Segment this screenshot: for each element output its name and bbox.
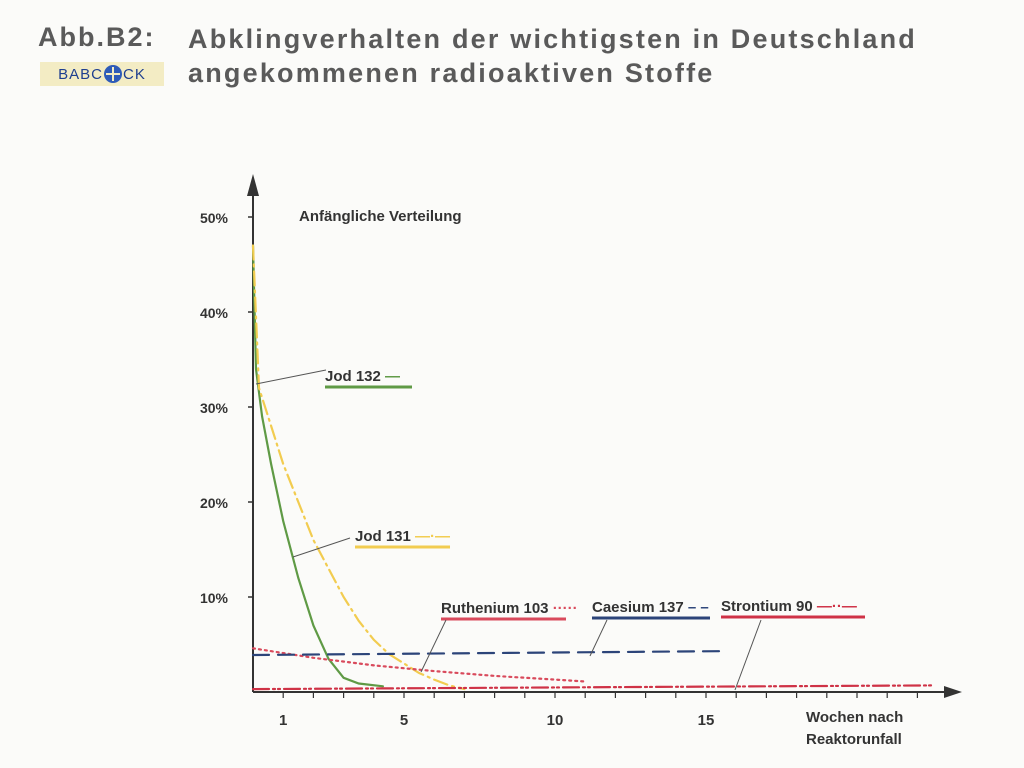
x-axis-label: Wochen nach: [806, 709, 903, 726]
x-axis-label: Reaktorunfall: [806, 731, 902, 748]
legend-name-ruthenium103: Ruthenium 103: [441, 600, 553, 617]
y-tick-label: 10%: [200, 590, 229, 606]
series-line-strontium90: [251, 684, 934, 691]
legend-name-jod131: Jod 131: [355, 528, 415, 545]
x-axis-arrow: [944, 686, 962, 698]
leader-line-strontium90: [734, 619, 762, 691]
series-line-jod132: [251, 244, 384, 688]
legend-label-ruthenium103: Ruthenium 103 ·····: [441, 600, 578, 617]
figure-label: Abb.B2:: [38, 22, 156, 52]
legend-label-jod132: Jod 132 —: [325, 368, 400, 385]
page-title: Abklingverhalten der wichtigsten in Deut…: [188, 24, 918, 88]
series-line-caesium137: [251, 649, 729, 657]
y-axis-arrow: [247, 174, 259, 196]
legend-symbol-ruthenium103: ·····: [553, 600, 578, 617]
annotation-initial-distribution: Anfängliche Verteilung: [299, 208, 462, 225]
legend-label-jod131: Jod 131 —·—: [355, 528, 450, 545]
leader-line-ruthenium103: [420, 619, 447, 673]
x-tick-label: 1: [279, 712, 287, 729]
y-tick-label: 20%: [200, 495, 229, 511]
legend-name-caesium137: Caesium 137: [592, 599, 688, 616]
leader-line-jod131: [292, 537, 351, 558]
y-tick-label: 40%: [200, 305, 229, 321]
y-tick-label: 50%: [200, 210, 229, 226]
legend-name-strontium90: Strontium 90: [721, 598, 817, 615]
legend-label-caesium137: Caesium 137 – –: [592, 599, 709, 616]
legend-name-jod132: Jod 132: [325, 368, 385, 385]
legend-symbol-strontium90: —··—: [817, 598, 857, 615]
x-tick-label: 5: [400, 712, 408, 729]
globe-icon: [104, 65, 122, 83]
legend-label-strontium90: Strontium 90 —··—: [721, 598, 857, 615]
y-tick-label: 30%: [200, 400, 229, 416]
leader-line-caesium137: [589, 619, 608, 657]
x-tick-label: 15: [698, 712, 715, 729]
legend-symbol-caesium137: – –: [688, 599, 709, 616]
legend-symbol-jod131: —·—: [415, 528, 450, 545]
x-tick-label: 10: [547, 712, 564, 729]
series-line-ruthenium103: [251, 647, 587, 683]
series-line-jod131: [251, 244, 466, 691]
legend-symbol-jod132: —: [385, 368, 400, 385]
leader-line-jod132: [255, 369, 327, 385]
babcock-logo: BABC CK: [40, 62, 164, 86]
